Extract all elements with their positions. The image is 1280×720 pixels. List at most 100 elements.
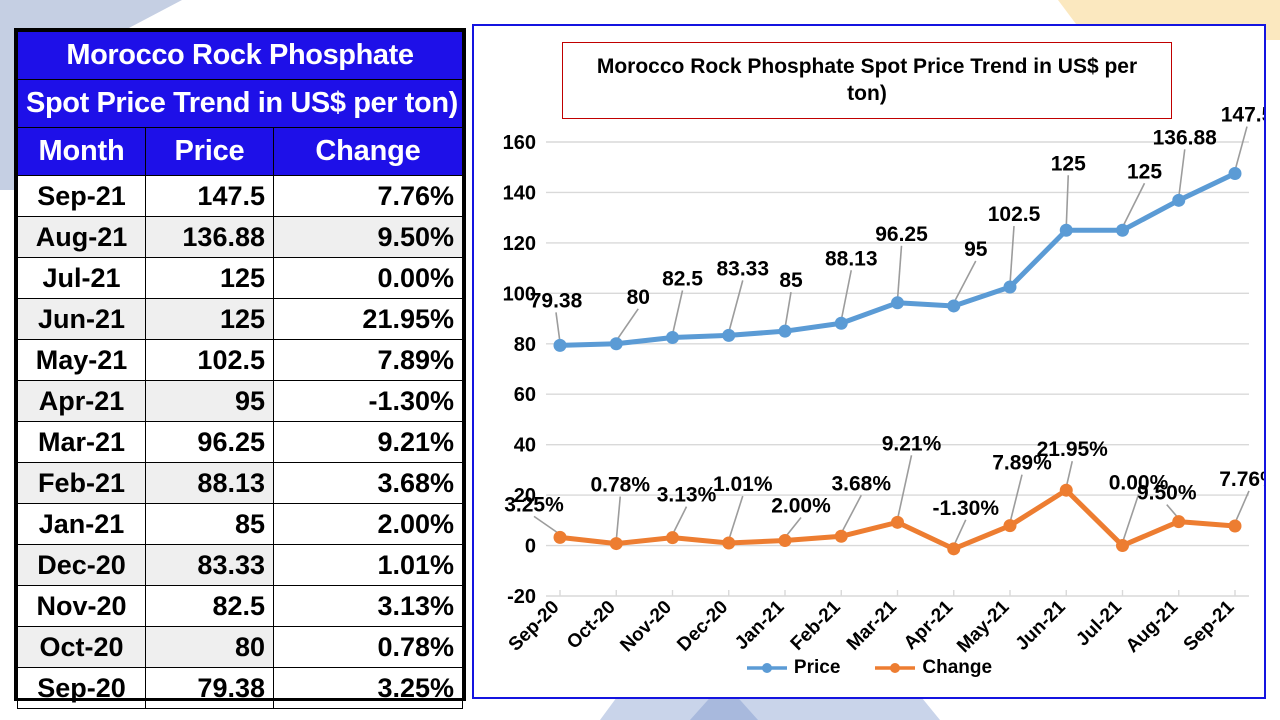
x-axis-category-label: Jan-21 bbox=[731, 596, 789, 654]
cell-price: 136.88 bbox=[145, 216, 274, 258]
table-body: Sep-21 147.5 7.76% Aug-21 136.88 9.50% Jul-21 1… bbox=[17, 175, 463, 709]
y-axis-tick-label: 160 bbox=[503, 132, 536, 154]
x-axis-category-label: Jun-21 bbox=[1012, 596, 1070, 654]
data-point-marker-price[interactable] bbox=[1116, 223, 1129, 237]
data-label-change: 2.00% bbox=[771, 495, 831, 518]
chart-legend: Price Change bbox=[474, 657, 1264, 679]
data-label-price: 96.25 bbox=[875, 223, 928, 246]
cell-price: 83.33 bbox=[145, 544, 274, 586]
data-point-marker-change[interactable] bbox=[1003, 519, 1017, 533]
data-label-leader-price bbox=[671, 290, 684, 335]
cell-price: 82.5 bbox=[145, 585, 274, 627]
table-row: Aug-21 136.88 9.50% bbox=[17, 216, 463, 258]
data-point-marker-price[interactable] bbox=[1003, 280, 1017, 294]
cell-month: Mar-21 bbox=[17, 421, 146, 463]
data-label-leader-price bbox=[1121, 182, 1146, 228]
cell-month: Aug-21 bbox=[17, 216, 146, 258]
legend-item-change[interactable]: Change bbox=[874, 657, 992, 679]
cell-month: Sep-20 bbox=[17, 667, 146, 709]
data-point-marker-change[interactable] bbox=[778, 534, 792, 548]
data-label-change: 7.76% bbox=[1219, 468, 1264, 491]
data-point-marker-price[interactable] bbox=[891, 296, 904, 310]
table-row: Jun-21 125 21.95% bbox=[17, 298, 463, 340]
data-point-marker-change[interactable] bbox=[553, 530, 567, 544]
data-label-leader-price bbox=[784, 292, 792, 329]
data-label-change: 3.13% bbox=[657, 484, 717, 507]
data-point-marker-change[interactable] bbox=[1116, 539, 1129, 553]
data-point-marker-change[interactable] bbox=[609, 537, 623, 551]
table-row: Jan-21 85 2.00% bbox=[17, 503, 463, 545]
table-title-line-2: Spot Price Trend in US$ per ton) bbox=[17, 79, 463, 128]
table-column-header-row: Month Price Change bbox=[17, 127, 463, 176]
data-label-price: 85 bbox=[779, 269, 803, 292]
cell-change: 21.95% bbox=[273, 298, 463, 340]
cell-change: -1.30% bbox=[273, 380, 463, 422]
data-point-marker-change[interactable] bbox=[666, 531, 679, 545]
data-label-change: 3.25% bbox=[504, 493, 564, 516]
data-label-leader-change bbox=[727, 495, 744, 541]
y-axis-tick-label: 120 bbox=[503, 233, 536, 255]
data-label-price: 79.38 bbox=[530, 289, 583, 312]
data-point-marker-price[interactable] bbox=[947, 299, 961, 313]
cell-month: Nov-20 bbox=[17, 585, 146, 627]
data-point-marker-change[interactable] bbox=[947, 542, 961, 556]
y-axis-tick-label: 80 bbox=[514, 334, 536, 356]
data-label-change: 7.89% bbox=[992, 452, 1052, 475]
data-point-marker-price[interactable] bbox=[834, 316, 848, 330]
data-point-marker-price[interactable] bbox=[553, 338, 567, 352]
x-axis-category-label: May-21 bbox=[953, 596, 1014, 657]
cell-price: 147.5 bbox=[145, 175, 274, 217]
data-label-leader-change bbox=[953, 519, 967, 547]
cell-month: Oct-20 bbox=[17, 626, 146, 668]
data-label-leader-change bbox=[840, 494, 862, 534]
data-point-marker-price[interactable] bbox=[778, 324, 792, 338]
data-point-marker-price[interactable] bbox=[1228, 167, 1242, 181]
column-header-price: Price bbox=[145, 127, 274, 176]
data-label-change: 1.01% bbox=[713, 473, 773, 496]
data-label-change: 9.21% bbox=[882, 432, 942, 455]
x-axis-category-label: Aug-21 bbox=[1122, 596, 1183, 657]
y-axis-tick-label: 0 bbox=[525, 536, 536, 558]
data-point-marker-price[interactable] bbox=[722, 328, 736, 342]
table-row: Sep-20 79.38 3.25% bbox=[17, 667, 463, 709]
cell-change: 2.00% bbox=[273, 503, 463, 545]
data-label-leader-price bbox=[953, 260, 977, 304]
data-point-marker-change[interactable] bbox=[834, 529, 848, 543]
data-label-change: 3.68% bbox=[831, 472, 891, 495]
chart-panel: Morocco Rock Phosphate Spot Price Trend … bbox=[472, 24, 1266, 699]
cell-change: 3.13% bbox=[273, 585, 463, 627]
x-axis-category-label: Mar-21 bbox=[843, 596, 901, 654]
y-axis-tick-label: 60 bbox=[514, 384, 536, 406]
cell-change: 1.01% bbox=[273, 544, 463, 586]
table-header: Morocco Rock Phosphate Spot Price Trend … bbox=[17, 31, 463, 176]
data-point-marker-change[interactable] bbox=[891, 515, 904, 529]
data-point-marker-price[interactable] bbox=[609, 337, 623, 351]
y-axis-tick-label: 20 bbox=[514, 485, 536, 507]
data-point-marker-change[interactable] bbox=[722, 536, 736, 550]
series-line-price bbox=[557, 171, 1238, 348]
cell-month: May-21 bbox=[17, 339, 146, 381]
data-label-price: 80 bbox=[627, 286, 650, 309]
legend-item-price[interactable]: Price bbox=[746, 657, 840, 679]
table-row: Mar-21 96.25 9.21% bbox=[17, 421, 463, 463]
y-axis-tick-label: 40 bbox=[514, 435, 536, 457]
data-point-marker-price[interactable] bbox=[1059, 223, 1073, 237]
data-point-marker-change[interactable] bbox=[1059, 483, 1073, 497]
data-label-price: 125 bbox=[1127, 160, 1162, 183]
data-label-price: 147.5 bbox=[1221, 104, 1264, 127]
y-axis-tick-label: -20 bbox=[507, 586, 536, 608]
data-point-marker-change[interactable] bbox=[1228, 519, 1242, 533]
data-label-leader-price bbox=[896, 245, 903, 300]
data-label-change: 9.50% bbox=[1137, 482, 1197, 505]
price-table-panel: Morocco Rock Phosphate Spot Price Trend … bbox=[14, 28, 466, 709]
data-point-marker-price[interactable] bbox=[666, 330, 679, 344]
data-point-marker-price[interactable] bbox=[1172, 193, 1186, 207]
data-point-marker-change[interactable] bbox=[1172, 515, 1186, 529]
column-header-change: Change bbox=[273, 127, 463, 176]
cell-price: 125 bbox=[145, 298, 274, 340]
decoration-left-bar bbox=[0, 0, 16, 190]
cell-price: 85 bbox=[145, 503, 274, 545]
data-label-price: 82.5 bbox=[662, 267, 703, 290]
data-label-leader-change bbox=[615, 496, 622, 541]
